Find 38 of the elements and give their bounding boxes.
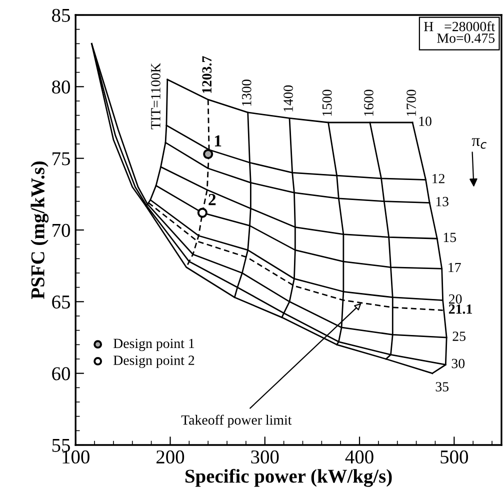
y-tick-label: 80: [52, 80, 70, 94]
series-label: 35: [436, 382, 449, 392]
text: 1700: [406, 90, 416, 116]
text: 1400: [284, 85, 293, 112]
series-label: 12: [432, 174, 444, 184]
annotation: Takeoff power limit: [181, 414, 292, 428]
x-tick-label: 400: [345, 450, 374, 464]
y-tick-label: 70: [52, 224, 70, 237]
y-tick-label: 60: [52, 367, 70, 380]
legend-label: Design point 2: [114, 356, 194, 368]
text: 1500: [322, 90, 332, 116]
series-label: 20: [448, 294, 462, 304]
y-tick-label: 55: [52, 439, 70, 452]
text: 1300: [242, 80, 252, 106]
text: TIT=1100K: [151, 62, 160, 130]
annotation: 2: [208, 194, 216, 206]
legend-label: Design point 1: [114, 338, 194, 351]
x-axis-title: Specific power (kW/kg/s): [186, 468, 392, 487]
series-label: 17: [448, 262, 461, 272]
y-tick-label: 85: [52, 8, 70, 22]
annotation: 1: [214, 135, 222, 146]
annotation: π$_{c}$: [472, 138, 486, 149]
y-tick-label: 65: [52, 296, 70, 309]
x-tick-label: 100: [62, 450, 90, 464]
x-tick-label: 500: [440, 450, 468, 464]
series-label: 21.1: [448, 304, 472, 314]
text: 1600: [364, 90, 374, 116]
series-label: 25: [452, 332, 466, 341]
series-label: 10: [419, 116, 432, 126]
y-axis-title: PSFC (mg/kW.s): [30, 162, 49, 299]
series-label: 15: [444, 232, 456, 242]
x-tick-label: 200: [156, 450, 184, 464]
x-tick-label: 300: [251, 450, 279, 464]
annotation: H =28000ft Mo=0.475: [424, 21, 496, 43]
text: 1203.7: [202, 56, 212, 93]
series-label: 13: [436, 196, 448, 206]
y-tick-label: 75: [52, 152, 70, 166]
series-label: 30: [452, 358, 465, 368]
